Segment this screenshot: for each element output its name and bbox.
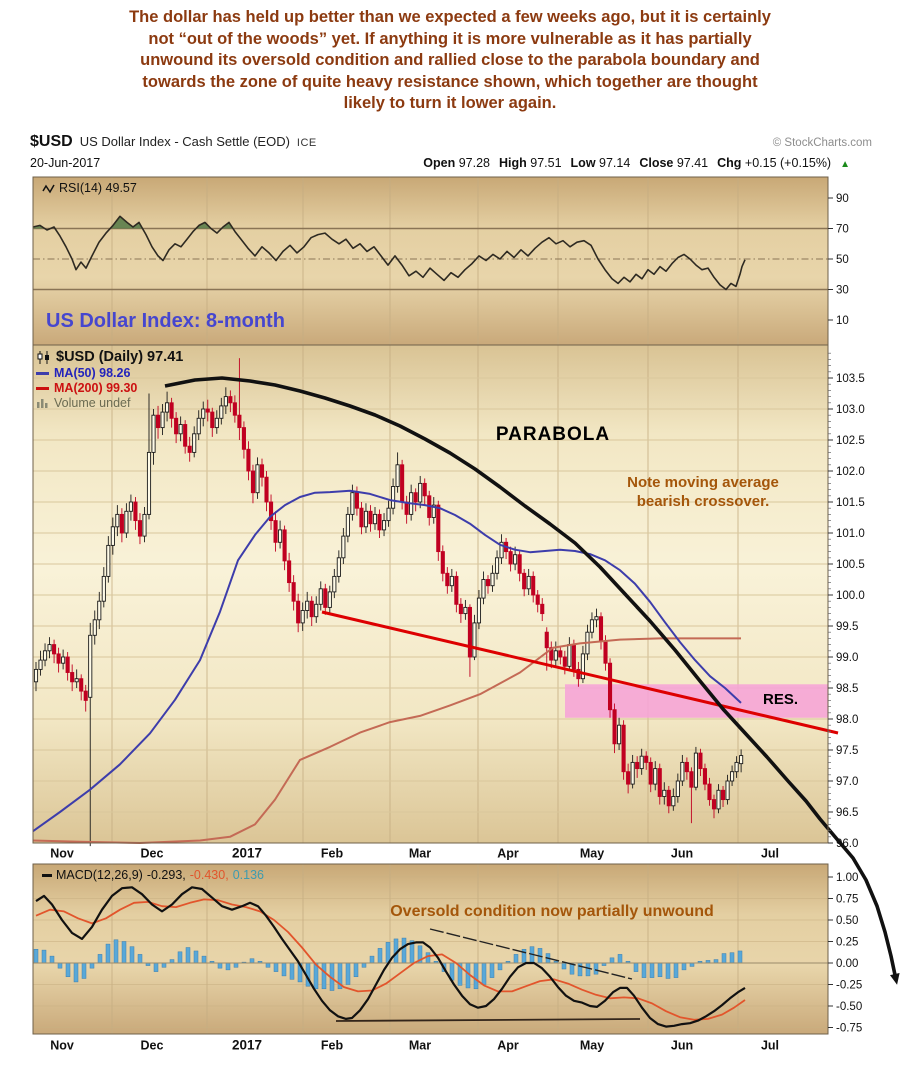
price-axis-label: 97.5 [836,745,858,757]
month-label-may: May [580,1039,604,1053]
macd-axis-label: 0.50 [836,915,858,927]
ma200-line [32,637,741,844]
month-label-may: May [580,847,604,861]
month-label-mar: Mar [409,847,431,861]
month-label-feb: Feb [321,847,344,861]
price-axis-label: 102.0 [836,466,865,478]
month-label-2017: 2017 [232,846,262,861]
price-axis-label: 100.5 [836,559,865,571]
rsi-overbought-fill [196,222,211,229]
macd-axis-label: -0.50 [836,1001,862,1013]
candles [33,358,744,847]
price-axis-label: 96.5 [836,807,858,819]
month-label-jun: Jun [671,1039,693,1053]
parabola-arrowhead [890,973,900,985]
price-panel-border [32,344,829,844]
month-label-nov: Nov [50,1039,74,1053]
month-label-feb: Feb [321,1039,344,1053]
price-axis-label: 101.5 [836,497,865,509]
price-axis-label: 98.0 [836,714,858,726]
month-label-nov: Nov [50,847,74,861]
month-label-jul: Jul [761,847,779,861]
macd-axis-label: 0.75 [836,894,858,906]
macd-decline-trendline [429,928,633,980]
month-label-mar: Mar [409,1039,431,1053]
rsi-axis-label: 10 [836,315,849,327]
macd-histogram [33,937,743,991]
macd-signal-line [35,898,746,1021]
macd-panel-border [32,863,829,1035]
rsi-overbought-fill [221,222,233,229]
rsi-axis-label: 90 [836,193,849,205]
rsi-panel [33,177,828,345]
rsi-overbought-fill [33,225,45,229]
price-axis-label: 103.5 [836,373,865,385]
price-axis-label: 101.0 [836,528,865,540]
price-axis-label: 96.0 [836,838,858,850]
price-axis-label: 99.0 [836,652,858,664]
macd-axis-label: -0.75 [836,1023,862,1035]
month-label-apr: Apr [497,847,519,861]
month-label-2017: 2017 [232,1038,262,1053]
rsi-axis-label: 50 [836,254,849,266]
price-axis-label: 99.5 [836,621,858,633]
price-axis-label: 100.0 [836,590,865,602]
price-axis-label: 97.0 [836,776,858,788]
rsi-line [32,215,746,291]
macd-axis-label: 0.00 [836,958,858,970]
macd-axis-label: 1.00 [836,872,858,884]
month-label-dec: Dec [141,1039,164,1053]
month-label-jun: Jun [671,847,693,861]
macd-axis-label: 0.25 [836,937,858,949]
price-axis-label: 98.5 [836,683,858,695]
price-axis-label: 102.5 [836,435,865,447]
macd-main-line [35,886,746,1028]
month-label-apr: Apr [497,1039,519,1053]
price-axis-label: 103.0 [836,404,865,416]
resistance-trendline [321,610,839,735]
ma50-line [32,489,742,833]
rsi-axis-label: 70 [836,224,849,236]
month-label-dec: Dec [141,847,164,861]
parabola-curve [164,376,897,976]
month-label-jul: Jul [761,1039,779,1053]
rsi-axis-label: 30 [836,285,849,297]
macd-base-line [335,1018,641,1022]
macd-axis-label: -0.25 [836,980,862,992]
